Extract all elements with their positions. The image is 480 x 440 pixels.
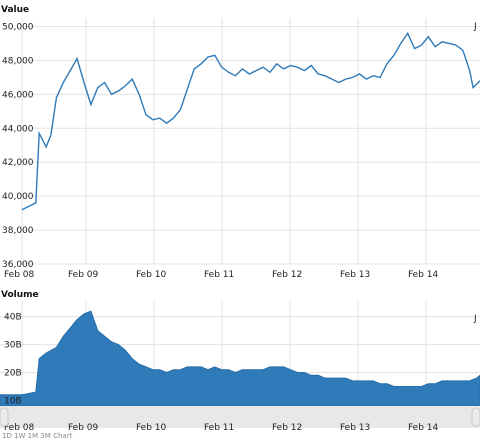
value-y-tick-label: 38,000 — [2, 226, 34, 236]
value-y-tick-label: 36,000 — [2, 260, 34, 270]
value-x-tick-label: Feb 11 — [204, 270, 234, 280]
value-x-tick-label: Feb 12 — [272, 270, 302, 280]
volume-panel-title: Volume — [1, 290, 39, 300]
volume-y-tick-label: 30B — [4, 341, 22, 351]
value-corner-label: J — [473, 22, 477, 32]
volume-x-tick-label: Feb 09 — [68, 423, 99, 433]
value-y-ticks: 36,000 38,000 40,000 42,000 44,000 46,000 48,0… — [2, 22, 34, 270]
value-y-tick-label: 48,000 — [2, 56, 34, 66]
volume-series-area — [0, 310, 480, 407]
value-x-tick-label: Feb 10 — [136, 270, 167, 280]
volume-x-ticks: Feb 08 Feb 09 Feb 10 Feb 11 Feb 12 Feb 13 Feb … — [4, 423, 439, 433]
volume-x-tick-label: Feb 11 — [204, 423, 234, 433]
value-x-tick-label: Feb 14 — [408, 270, 439, 280]
value-plot-area — [22, 18, 480, 264]
volume-y-ticks: 10B 20B 30B 40B — [4, 313, 22, 407]
value-panel-title: Value — [1, 5, 29, 15]
volume-x-tick-label: Feb 08 — [4, 423, 35, 433]
volume-y-tick-label: 40B — [4, 313, 22, 323]
value-grid — [21, 18, 480, 265]
value-series-line — [21, 31, 480, 211]
value-y-tick-label: 46,000 — [2, 90, 34, 100]
value-y-tick-label: 44,000 — [2, 124, 34, 134]
volume-y-tick-label: 20B — [4, 369, 22, 379]
value-x-tick-label: Feb 09 — [68, 270, 99, 280]
volume-x-tick-label: Feb 13 — [340, 423, 370, 433]
value-x-ticks: Feb 08 Feb 09 Feb 10 Feb 11 Feb 12 Feb 13 Feb … — [4, 270, 439, 280]
navigator-left-handle[interactable] — [0, 407, 9, 427]
value-y-tick-label: 40,000 — [2, 192, 34, 202]
volume-x-tick-label: Feb 12 — [272, 423, 302, 433]
volume-x-tick-label: Feb 14 — [408, 423, 439, 433]
value-y-tick-label: 50,000 — [2, 22, 34, 32]
footer-range-text: 1D 1W 1M 3M Chart — [2, 432, 73, 440]
timeline-navigator[interactable] — [0, 406, 480, 428]
volume-x-tick-label: Feb 10 — [136, 423, 167, 433]
value-y-tick-label: 42,000 — [2, 158, 34, 168]
value-x-tick-label: Feb 13 — [340, 270, 370, 280]
navigator-right-handle[interactable] — [471, 407, 480, 427]
value-x-tick-label: Feb 08 — [4, 270, 35, 280]
volume-corner-label: J — [473, 314, 477, 324]
volume-y-tick-label: 10B — [4, 396, 22, 406]
